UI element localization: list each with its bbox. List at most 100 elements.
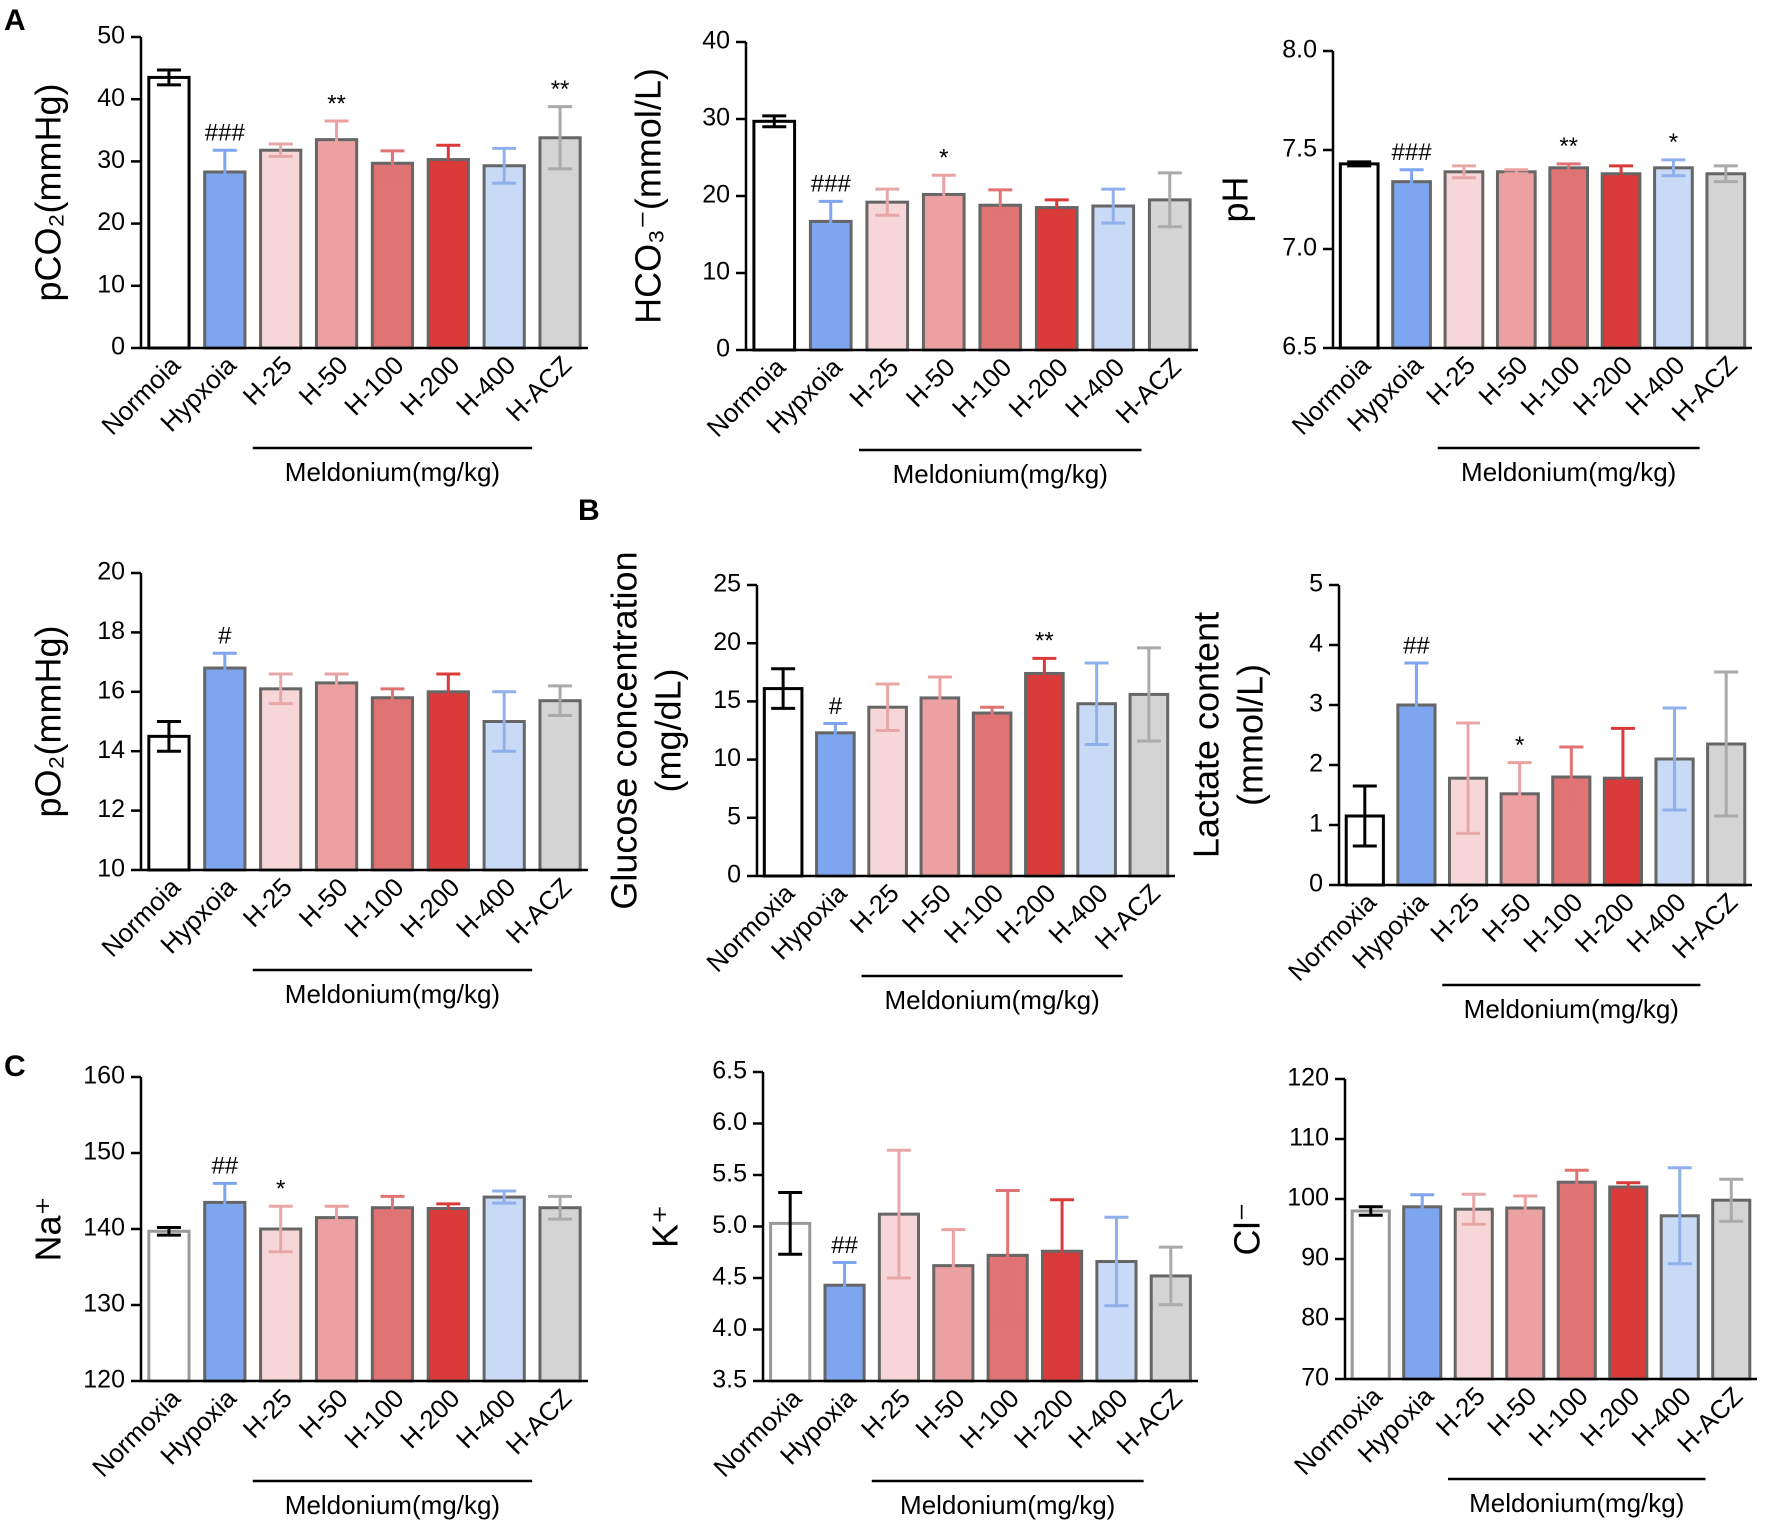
y-axis-label: pO₂(mmHg) [28, 626, 69, 818]
x-tick-label: H-25 [1424, 887, 1485, 948]
bar [752, 119, 797, 352]
significance-label: ### [205, 120, 246, 147]
bar [147, 75, 191, 350]
significance-label: ** [1035, 628, 1054, 655]
x-tick-label: H-ACZ [1109, 352, 1186, 429]
bar [815, 731, 856, 878]
x-tick-label: H-100 [338, 872, 409, 943]
y-tick-label: 150 [83, 1138, 125, 1166]
y-tick-label: 3 [1309, 690, 1323, 718]
group-label: Meldonium(mg/kg) [893, 459, 1108, 489]
significance-label: # [829, 693, 843, 720]
y-axis-label: pCO₂(mmHg) [28, 84, 69, 302]
y-tick-label: 120 [83, 1366, 125, 1394]
y-tick-label: 4 [1309, 630, 1323, 658]
y-tick-label: 80 [1301, 1304, 1329, 1332]
y-axis-label: K⁺ [645, 1205, 686, 1248]
y-tick-label: 12 [97, 795, 125, 823]
y-tick-label: 10 [97, 270, 125, 298]
x-tick-label: H-100 [1523, 1381, 1594, 1452]
y-tick-label: 0 [727, 861, 741, 889]
group-label: Meldonium(mg/kg) [285, 457, 500, 487]
bar [1548, 166, 1590, 350]
bar [426, 1206, 470, 1383]
y-tick-label: 25 [713, 570, 741, 598]
bar [370, 161, 415, 350]
significance-label: * [939, 145, 948, 172]
panel-label: B [578, 494, 600, 527]
y-axis-label: Glucose concentration [604, 551, 645, 909]
bar [1350, 1209, 1391, 1381]
x-tick-label: H-25 [237, 872, 298, 933]
bar [1443, 170, 1485, 350]
y-tick-label: 0 [716, 335, 730, 363]
bar [203, 1200, 247, 1383]
bar [259, 687, 303, 872]
x-tick-label: H-200 [1003, 352, 1074, 423]
x-tick-label: H-200 [1008, 1383, 1079, 1454]
significance-label: ### [811, 171, 852, 198]
bar [865, 200, 910, 352]
y-axis-label: Lactate content [1186, 612, 1227, 858]
y-tick-label: 30 [97, 146, 125, 174]
x-tick-label: H-100 [1514, 350, 1585, 421]
group-label: Meldonium(mg/kg) [285, 979, 500, 1009]
y-tick-label: 6.0 [712, 1108, 747, 1136]
bar [538, 699, 582, 872]
bar [482, 720, 526, 872]
group-label: Meldonium(mg/kg) [1469, 1488, 1684, 1518]
y-tick-label: 2 [1309, 750, 1323, 778]
y-tick-label: 20 [713, 628, 741, 656]
y-tick-label: 16 [97, 676, 125, 704]
y-tick-label: 5.0 [712, 1211, 747, 1239]
x-tick-label: H-200 [394, 872, 465, 943]
y-axis-label: HCO₃⁻(mmol/L) [628, 68, 669, 324]
x-tick-label: H-25 [843, 352, 904, 413]
bar [482, 164, 526, 350]
bar [1391, 180, 1432, 350]
x-tick-label: H-200 [1574, 1381, 1645, 1452]
significance-label: ## [211, 1153, 238, 1180]
panel-label: C [4, 1050, 26, 1083]
bar [538, 136, 582, 350]
x-tick-label: H-25 [237, 1383, 298, 1444]
chart: 6.57.07.58.0pHNormoia###HypxoiaH-25H-50*… [1215, 36, 1752, 487]
significance-label: * [276, 1176, 285, 1203]
bar [1495, 170, 1537, 350]
bar [1711, 1198, 1752, 1381]
bar [1338, 162, 1380, 350]
y-tick-label: 120 [1287, 1064, 1329, 1092]
x-tick-label: H-25 [1420, 350, 1481, 411]
y-tick-label: 70 [1301, 1364, 1329, 1392]
bar [1608, 1185, 1649, 1381]
bar [370, 1206, 415, 1383]
bar [762, 687, 804, 878]
y-tick-label: 10 [97, 855, 125, 883]
y-tick-label: 0 [111, 333, 125, 361]
y-tick-label: 6.5 [1282, 333, 1317, 361]
bar [867, 705, 908, 878]
x-tick-label: H-25 [237, 350, 298, 411]
x-tick-label: H-100 [953, 1383, 1024, 1454]
bar [1091, 204, 1136, 352]
x-tick-label: H-100 [338, 350, 409, 421]
x-tick-label: H-200 [990, 878, 1061, 949]
y-tick-label: 3.5 [712, 1366, 747, 1394]
bar [1034, 206, 1079, 352]
y-tick-label: 90 [1301, 1244, 1329, 1272]
y-tick-label: 6.5 [712, 1057, 747, 1085]
bar [1705, 172, 1747, 350]
y-tick-label: 4.0 [712, 1314, 747, 1342]
bar [426, 690, 470, 872]
significance-label: * [1669, 129, 1678, 156]
x-tick-label: H-25 [1430, 1381, 1491, 1442]
bar [1556, 1180, 1597, 1381]
x-tick-label: H-25 [844, 878, 905, 939]
bar [1653, 166, 1694, 350]
y-tick-label: 50 [97, 22, 125, 50]
y-tick-label: 10 [702, 258, 730, 286]
y-tick-label: 20 [97, 558, 125, 586]
significance-label: ### [1392, 139, 1433, 166]
bar [971, 711, 1013, 878]
